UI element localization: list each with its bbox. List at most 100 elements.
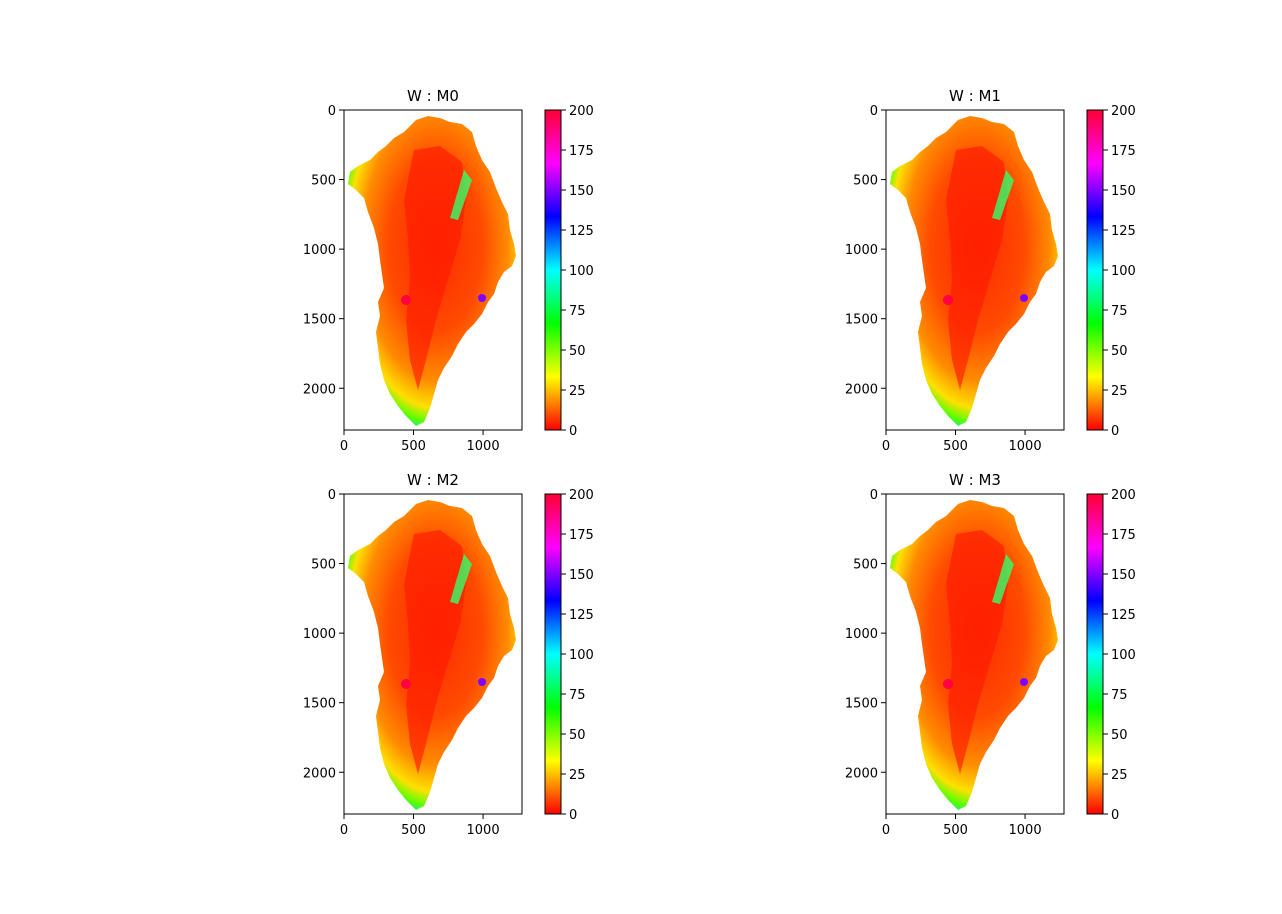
colorbar-tick-label: 150: [569, 568, 594, 583]
y-tick-label: 0: [870, 488, 878, 503]
hotspot-west: [943, 295, 953, 305]
x-tick-label: 500: [943, 823, 968, 838]
colorbar-tick-label: 125: [1111, 608, 1136, 623]
colorbar-tick-label: 25: [1111, 384, 1128, 399]
x-tick-label: 500: [401, 823, 426, 838]
colorbar: [544, 493, 562, 815]
ice-stream-northeast: [450, 170, 472, 220]
colorbar-tick-label: 175: [569, 144, 594, 159]
hotspot-east: [478, 294, 486, 302]
hotspot-east: [1020, 294, 1028, 302]
y-tick-label: 1500: [845, 313, 878, 328]
subplot-title: W : M1: [949, 87, 1001, 105]
colorbar-tick-label: 25: [1111, 768, 1128, 783]
colorbar-tick-label: 0: [569, 424, 577, 439]
y-tick-label: 2000: [303, 766, 336, 781]
colorbar-tick-label: 125: [569, 224, 594, 239]
y-tick-label: 0: [328, 104, 336, 119]
heatmap-image: [348, 500, 516, 810]
x-tick-label: 0: [882, 823, 890, 838]
colorbar-tick-label: 200: [1111, 104, 1136, 119]
subplot-title: W : M2: [407, 471, 459, 489]
colorbar-tick-label: 150: [1111, 568, 1136, 583]
interior-region: [404, 530, 466, 774]
colorbar-tick-label: 100: [569, 648, 594, 663]
colorbar-tick-label: 75: [1111, 304, 1128, 319]
heatmap-image: [890, 116, 1058, 426]
subplot-1: W : M1 0 500 1000 0 500 1000 1500 2000 0 25 50 75 100…: [845, 87, 1136, 454]
colorbar-tick-label: 175: [1111, 528, 1136, 543]
heatmap-image: [348, 116, 516, 426]
heatmap-image: [890, 500, 1058, 810]
hotspot-east: [478, 678, 486, 686]
colorbar: [1086, 493, 1104, 815]
colorbar: [544, 109, 562, 431]
colorbar-tick-label: 150: [1111, 184, 1136, 199]
subplot-2: W : M2 0 500 1000 0 500 1000 1500 2000 0 25 50 75 100…: [303, 471, 594, 838]
colorbar-tick-label: 0: [569, 808, 577, 823]
hotspot-west: [943, 679, 953, 689]
ice-stream-northeast: [992, 170, 1014, 220]
x-tick-label: 0: [340, 439, 348, 454]
colorbar-tick-label: 50: [569, 728, 586, 743]
y-tick-label: 1000: [303, 627, 336, 642]
colorbar-tick-label: 25: [569, 768, 586, 783]
colorbar-tick-label: 150: [569, 184, 594, 199]
colorbar-tick-label: 125: [569, 608, 594, 623]
colorbar-tick-label: 175: [569, 528, 594, 543]
colorbar-tick-label: 0: [1111, 808, 1119, 823]
colorbar-tick-label: 50: [1111, 728, 1128, 743]
y-tick-label: 1500: [303, 313, 336, 328]
x-tick-label: 0: [340, 823, 348, 838]
colorbar-tick-label: 175: [1111, 144, 1136, 159]
colorbar-tick-label: 200: [1111, 488, 1136, 503]
x-tick-label: 0: [882, 439, 890, 454]
hotspot-west: [401, 679, 411, 689]
y-tick-label: 2000: [845, 382, 878, 397]
colorbar-tick-label: 100: [1111, 648, 1136, 663]
y-tick-label: 500: [853, 558, 878, 573]
colorbar-tick-label: 0: [1111, 424, 1119, 439]
ice-stream-northeast: [992, 554, 1014, 604]
colorbar-tick-label: 50: [569, 344, 586, 359]
y-tick-label: 2000: [845, 766, 878, 781]
x-tick-label: 1000: [1009, 439, 1042, 454]
x-tick-label: 1000: [467, 439, 500, 454]
x-tick-label: 500: [401, 439, 426, 454]
y-tick-label: 2000: [303, 382, 336, 397]
y-tick-label: 500: [311, 174, 336, 189]
colorbar-tick-label: 25: [569, 384, 586, 399]
subplot-title: W : M0: [407, 87, 459, 105]
y-tick-label: 0: [870, 104, 878, 119]
colorbar-tick-label: 75: [1111, 688, 1128, 703]
y-tick-label: 1500: [303, 697, 336, 712]
ice-stream-northeast: [450, 554, 472, 604]
y-tick-label: 1500: [845, 697, 878, 712]
colorbar-tick-label: 100: [569, 264, 594, 279]
plot-frame: [343, 493, 523, 815]
x-tick-label: 500: [943, 439, 968, 454]
colorbar-tick-label: 50: [1111, 344, 1128, 359]
y-tick-label: 500: [311, 558, 336, 573]
colorbar: [1086, 109, 1104, 431]
x-tick-label: 1000: [1009, 823, 1042, 838]
subplot-0: W : M0 0 500 1000 0 500 1000 1500 2000 0 25 50 75 100…: [303, 87, 594, 454]
colorbar-tick-label: 200: [569, 488, 594, 503]
y-tick-label: 1000: [845, 243, 878, 258]
plot-frame: [885, 109, 1065, 431]
colorbar-tick-label: 200: [569, 104, 594, 119]
colorbar-tick-label: 75: [569, 304, 586, 319]
colorbar-tick-label: 75: [569, 688, 586, 703]
hotspot-west: [401, 295, 411, 305]
y-tick-label: 0: [328, 488, 336, 503]
plot-frame: [885, 493, 1065, 815]
colorbar-tick-label: 100: [1111, 264, 1136, 279]
y-tick-label: 1000: [845, 627, 878, 642]
hotspot-east: [1020, 678, 1028, 686]
interior-region: [946, 146, 1008, 390]
plot-frame: [343, 109, 523, 431]
subplot-title: W : M3: [949, 471, 1001, 489]
subplot-3: W : M3 0 500 1000 0 500 1000 1500 2000 0 25 50 75 100…: [845, 471, 1136, 838]
x-tick-label: 1000: [467, 823, 500, 838]
